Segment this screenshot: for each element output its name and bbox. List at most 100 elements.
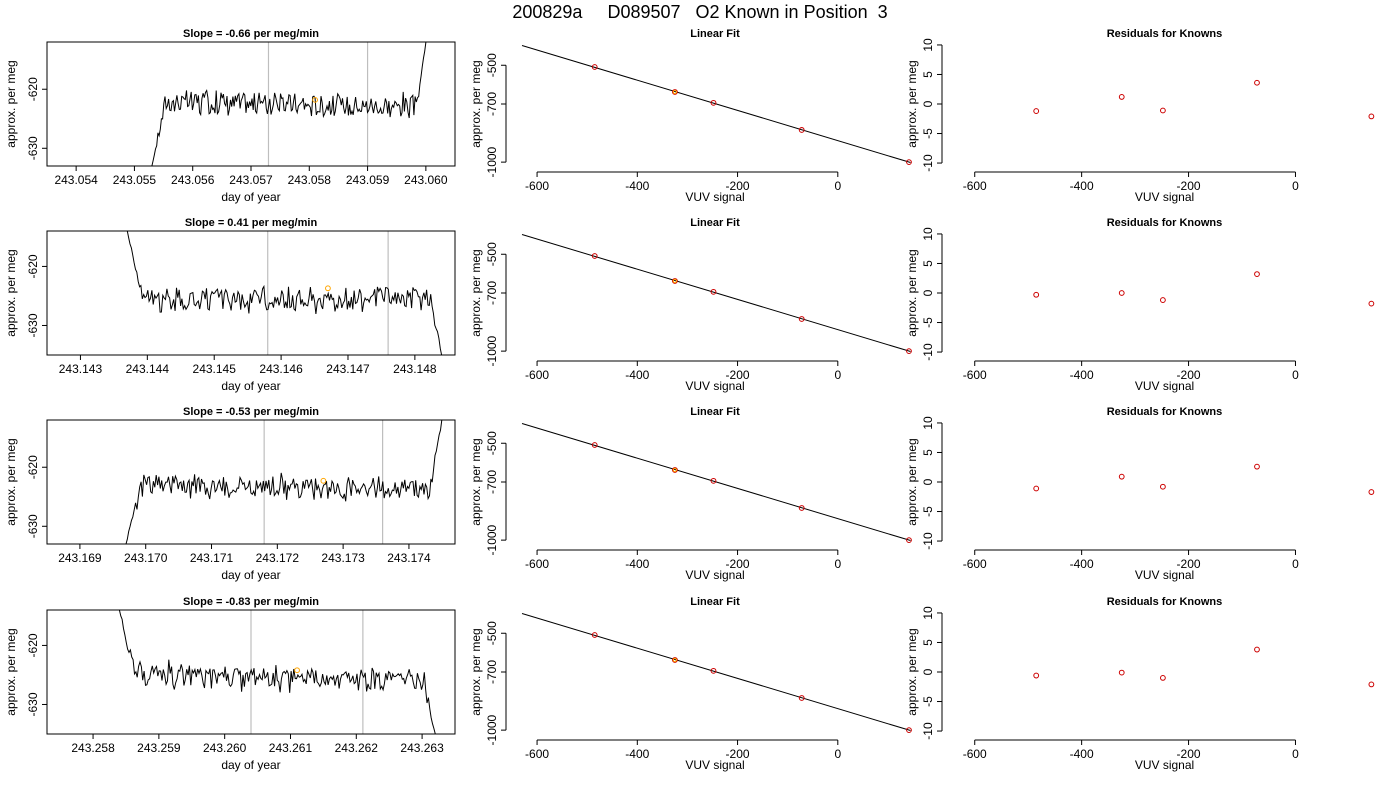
data-point: [591, 253, 598, 259]
x-tick-label: 243.259: [137, 741, 181, 755]
y-tick-label: 10: [921, 38, 935, 52]
y-tick-label: -630: [26, 313, 40, 337]
y-tick-label: 0: [921, 478, 935, 485]
x-tick-label: 243.170: [124, 551, 168, 565]
data-point: [672, 657, 678, 663]
data-trace-line: [151, 42, 427, 166]
y-tick-label: 10: [921, 606, 935, 620]
plot-frame: [46, 230, 456, 356]
x-tick-label: -200: [1177, 557, 1201, 571]
chart-title: Linear Fit: [690, 596, 740, 608]
x-tick-label: 243.258: [71, 741, 115, 755]
y-axis-label: approx. per meg: [469, 249, 483, 336]
y-tick-label: -620: [26, 633, 40, 657]
x-tick-label: -400: [1070, 179, 1094, 193]
x-tick-label: 243.174: [387, 551, 431, 565]
y-axis-label: approx. per meg: [4, 60, 18, 147]
plot-frame: [46, 419, 456, 545]
x-tick-label: 243.147: [326, 362, 370, 376]
data-point: [672, 89, 678, 95]
y-tick-label: 10: [921, 416, 935, 430]
y-tick-label: -700: [485, 92, 499, 116]
x-tick-label: 243.169: [58, 551, 102, 565]
y-axis-label: approx. per meg: [905, 60, 919, 147]
x-tick-label: 0: [834, 557, 841, 571]
chart-title: Slope = -0.83 per meg/min: [183, 596, 319, 608]
x-tick-label: 243.057: [229, 173, 273, 187]
data-point: [591, 632, 598, 638]
y-tick-label: 0: [921, 289, 935, 296]
data-point: [1254, 463, 1260, 470]
x-tick-label: 243.261: [269, 741, 313, 755]
x-tick-label: -600: [963, 179, 987, 193]
y-axis-label: approx. per meg: [4, 628, 18, 715]
x-axis-label: VUV signal: [1135, 379, 1194, 393]
y-tick-label: -620: [26, 254, 40, 278]
chart-title: Linear Fit: [690, 406, 740, 418]
y-axis-label: approx. per meg: [4, 438, 18, 525]
known-point-highlight: [672, 89, 678, 95]
data-point: [1159, 483, 1166, 490]
x-tick-label: -400: [1070, 557, 1094, 571]
data-point: [906, 348, 912, 355]
x-axis-label: day of year: [221, 190, 280, 204]
y-tick-label: -5: [921, 506, 935, 517]
y-tick-label: -10: [921, 532, 935, 550]
chart-panel: Slope = -0.83 per meg/min day of year appr…: [4, 596, 456, 772]
x-tick-label: 243.143: [59, 362, 103, 376]
y-tick-label: 5: [921, 639, 935, 646]
y-tick-label: -5: [921, 696, 935, 707]
chart-title: Residuals for Knowns: [1107, 596, 1223, 608]
x-tick-label: 243.058: [288, 173, 332, 187]
y-tick-label: -700: [485, 281, 499, 305]
y-tick-label: -500: [485, 621, 499, 645]
chart-title: Linear Fit: [690, 217, 740, 229]
y-axis-label: approx. per meg: [469, 628, 483, 715]
y-tick-label: -630: [26, 692, 40, 716]
data-point: [1033, 672, 1040, 679]
y-tick-label: -630: [26, 136, 40, 160]
chart-title: Slope = -0.66 per meg/min: [183, 28, 319, 40]
known-marker-point: [320, 477, 327, 484]
data-point: [710, 99, 717, 106]
data-point: [1159, 107, 1166, 114]
y-tick-label: -700: [485, 660, 499, 684]
data-point: [1254, 271, 1260, 278]
x-tick-label: -400: [1070, 368, 1094, 382]
chart-panel: Residuals for Knowns VUV signal approx. pe…: [905, 217, 1375, 393]
x-tick-label: -200: [1177, 747, 1201, 761]
data-point: [591, 64, 598, 70]
chart-title: Residuals for Knowns: [1107, 217, 1223, 229]
y-tick-label: -10: [921, 154, 935, 172]
chart-panel: Residuals for Knowns VUV signal approx. pe…: [905, 28, 1375, 204]
data-point: [1254, 79, 1260, 86]
data-point: [798, 505, 805, 511]
x-tick-label: 243.060: [404, 173, 448, 187]
y-tick-label: -500: [485, 242, 499, 266]
known-marker-point: [294, 667, 300, 674]
x-tick-label: -200: [1177, 179, 1201, 193]
chart-panel: Residuals for Knowns VUV signal approx. pe…: [905, 596, 1375, 772]
x-tick-label: 0: [834, 368, 841, 382]
y-tick-label: -700: [485, 470, 499, 494]
x-tick-label: 0: [1292, 368, 1299, 382]
y-axis-label: approx. per meg: [905, 628, 919, 715]
x-tick-label: 243.260: [203, 741, 247, 755]
data-point: [906, 159, 912, 166]
data-point: [1368, 300, 1375, 307]
x-tick-label: -200: [726, 368, 750, 382]
y-tick-label: 5: [921, 449, 935, 456]
y-tick-label: -1000: [485, 335, 499, 366]
x-tick-label: 243.146: [259, 362, 303, 376]
chart-title: Linear Fit: [690, 28, 740, 40]
known-point-highlight: [672, 657, 678, 663]
fit-line: [521, 45, 911, 163]
y-axis-label: approx. per meg: [905, 438, 919, 525]
data-point: [710, 477, 717, 484]
x-axis-label: VUV signal: [685, 379, 744, 393]
x-tick-label: -600: [963, 368, 987, 382]
fit-line: [521, 423, 911, 541]
y-tick-label: 5: [921, 71, 935, 78]
y-tick-label: -5: [921, 128, 935, 139]
